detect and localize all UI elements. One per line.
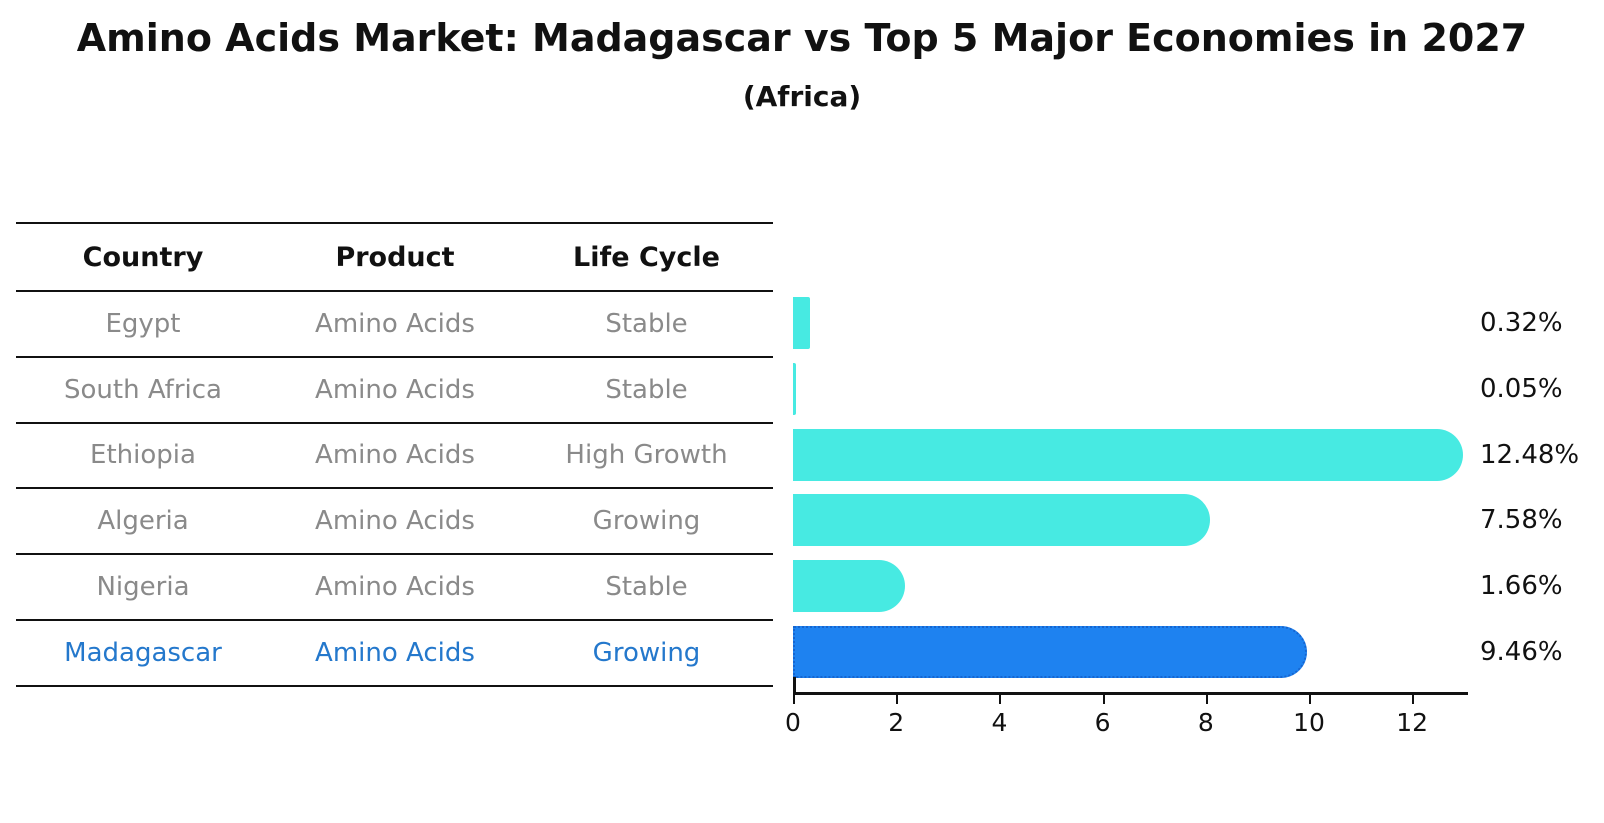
x-axis-tick bbox=[1205, 694, 1208, 704]
table-row: Nigeria Amino Acids Stable bbox=[16, 555, 773, 621]
x-axis bbox=[793, 692, 1468, 695]
table-cell-country: Egypt bbox=[105, 308, 181, 339]
country-table: Country Product Life Cycle Egypt Amino Ac… bbox=[16, 222, 773, 687]
table-cell-product: Amino Acids bbox=[315, 440, 475, 471]
value-label: 7.58% bbox=[1480, 505, 1563, 536]
value-label: 1.66% bbox=[1480, 571, 1563, 602]
x-axis-tick-label: 10 bbox=[1293, 708, 1325, 737]
value-label: 12.48% bbox=[1480, 439, 1580, 470]
table-cell-product: Amino Acids bbox=[315, 572, 475, 603]
chart-title: Amino Acids Market: Madagascar vs Top 5 … bbox=[76, 16, 1528, 60]
table-row: Egypt Amino Acids Stable bbox=[16, 292, 773, 358]
table-cell-life-cycle: Growing bbox=[592, 637, 701, 668]
table-cell-country: Madagascar bbox=[64, 637, 222, 668]
table-cell-country: South Africa bbox=[64, 374, 222, 405]
y-axis-spine bbox=[793, 677, 796, 692]
x-axis-tick-label: 0 bbox=[785, 708, 801, 737]
table-cell-country: Nigeria bbox=[96, 572, 190, 603]
bar-ethiopia bbox=[793, 428, 1463, 481]
table-cell-country: Algeria bbox=[97, 506, 189, 537]
table-cell-life-cycle: High Growth bbox=[565, 440, 728, 471]
x-axis-tick-label: 2 bbox=[888, 708, 905, 737]
table-cell-life-cycle: Stable bbox=[605, 308, 688, 339]
table-row: Madagascar Amino Acids Growing bbox=[16, 621, 773, 687]
x-axis-tick bbox=[1102, 694, 1105, 704]
bar-nigeria bbox=[793, 560, 905, 613]
x-axis-tick bbox=[793, 694, 795, 704]
bar-algeria bbox=[793, 494, 1211, 547]
table-cell-product: Amino Acids bbox=[315, 308, 475, 339]
table-header-row: Country Product Life Cycle bbox=[16, 224, 773, 292]
table-cell-life-cycle: Stable bbox=[605, 374, 688, 405]
x-axis-tick bbox=[999, 694, 1002, 704]
table-header-country: Country bbox=[82, 241, 204, 273]
table-row: Algeria Amino Acids Growing bbox=[16, 489, 773, 556]
table-cell-life-cycle: Growing bbox=[592, 506, 701, 537]
x-axis-tick-label: 6 bbox=[1094, 708, 1111, 737]
x-axis-tick bbox=[1309, 694, 1311, 704]
table-row: South Africa Amino Acids Stable bbox=[16, 358, 773, 424]
table-cell-life-cycle: Stable bbox=[605, 572, 688, 603]
value-label: 0.05% bbox=[1480, 373, 1563, 404]
bar-madagascar bbox=[793, 626, 1308, 679]
table-cell-product: Amino Acids bbox=[315, 506, 475, 537]
table-cell-product: Amino Acids bbox=[315, 637, 475, 668]
table-body: Egypt Amino Acids Stable South Africa Amino … bbox=[16, 292, 773, 687]
x-axis-tick-label: 8 bbox=[1197, 708, 1214, 737]
table-row: Ethiopia Amino Acids High Growth bbox=[16, 424, 773, 490]
bar-south-africa bbox=[793, 362, 796, 415]
table-cell-country: Ethiopia bbox=[90, 440, 196, 471]
x-axis-tick bbox=[896, 694, 899, 704]
bar-egypt bbox=[793, 296, 810, 349]
x-axis-tick-label: 12 bbox=[1396, 708, 1429, 737]
table-header-product: Product bbox=[335, 241, 455, 273]
table-header-life-cycle: Life Cycle bbox=[573, 241, 720, 273]
value-label: 0.32% bbox=[1480, 307, 1563, 338]
x-axis-tick-label: 4 bbox=[991, 708, 1008, 737]
value-label: 9.46% bbox=[1480, 637, 1563, 668]
chart-subtitle: (Africa) bbox=[742, 80, 862, 113]
table-cell-product: Amino Acids bbox=[315, 374, 475, 405]
x-axis-tick bbox=[1412, 694, 1415, 704]
